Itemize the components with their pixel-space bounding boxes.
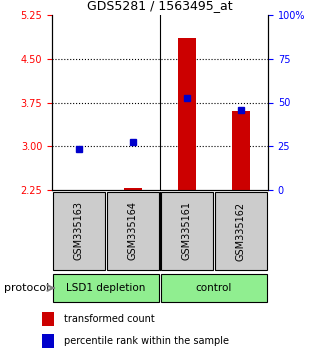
- Text: GSM335164: GSM335164: [128, 201, 138, 261]
- Text: protocol: protocol: [4, 283, 49, 293]
- Bar: [161, 192, 213, 270]
- Bar: [215, 192, 267, 270]
- Text: percentile rank within the sample: percentile rank within the sample: [64, 336, 229, 346]
- Bar: [53, 192, 105, 270]
- Text: GSM335163: GSM335163: [74, 201, 84, 261]
- Text: transformed count: transformed count: [64, 314, 155, 324]
- Bar: [42, 312, 54, 326]
- Bar: [178, 38, 196, 190]
- Bar: [161, 274, 267, 302]
- Bar: [232, 111, 251, 190]
- Text: GSM335161: GSM335161: [182, 201, 192, 261]
- Text: LSD1 depletion: LSD1 depletion: [66, 283, 146, 293]
- Bar: [107, 192, 159, 270]
- Text: GSM335162: GSM335162: [236, 201, 246, 261]
- Bar: [53, 274, 159, 302]
- Title: GDS5281 / 1563495_at: GDS5281 / 1563495_at: [87, 0, 233, 12]
- Bar: [124, 188, 142, 190]
- Bar: [42, 334, 54, 348]
- Text: control: control: [196, 283, 232, 293]
